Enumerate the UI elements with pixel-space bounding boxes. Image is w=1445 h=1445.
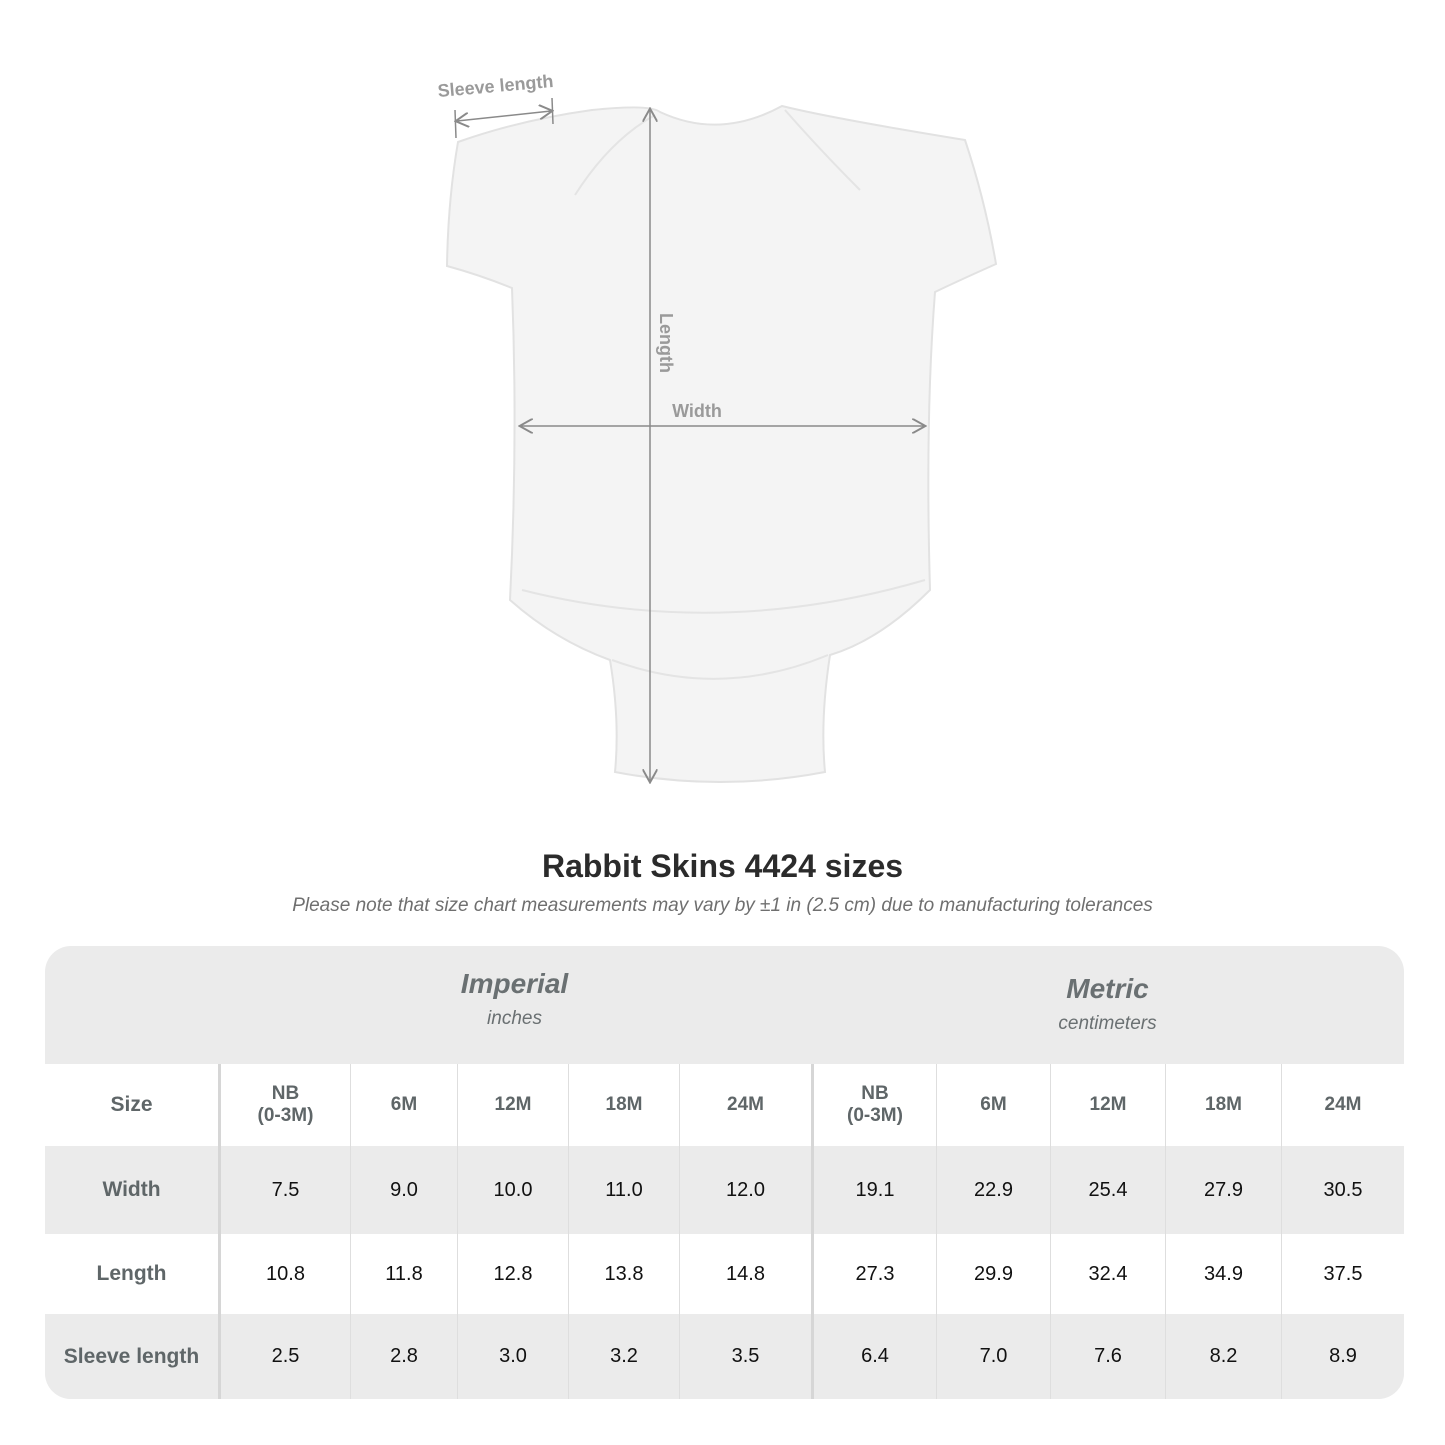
row-label: Size <box>110 1093 153 1116</box>
metric-value-cell: 22.9 <box>936 1146 1050 1234</box>
metric-title: Metric <box>1066 973 1149 1004</box>
size-table: Imperial inches Metric centimeters Size N… <box>45 946 1404 1399</box>
size-column-header: 6M <box>936 1064 1050 1146</box>
metric-value-cell: 27.3 <box>811 1234 936 1314</box>
metric-unit: centimeters <box>1058 1013 1157 1034</box>
metric-value-cell: 34.9 <box>1165 1234 1281 1314</box>
imperial-value-cell: 12.8 <box>457 1234 568 1314</box>
size-column-header: 18M <box>568 1064 679 1146</box>
size-column-header: 18M <box>1165 1064 1281 1146</box>
metric-value-cell: 29.9 <box>936 1234 1050 1314</box>
size-column-header: NB (0-3M) <box>218 1064 350 1146</box>
table-row: Sleeve length 2.5 2.8 3.0 3.2 3.5 6.4 7.0 7.6 8.2… <box>45 1314 1404 1399</box>
metric-value-cell: 30.5 <box>1281 1146 1404 1234</box>
imperial-value-cell: 2.8 <box>350 1314 457 1399</box>
tolerance-note: Please note that size chart measurements… <box>292 895 1153 916</box>
imperial-value-cell: 2.5 <box>218 1314 350 1399</box>
imperial-value-cell: 11.0 <box>568 1146 679 1234</box>
width-label: Width <box>672 401 722 421</box>
metric-value-cell: 7.0 <box>936 1314 1050 1399</box>
imperial-value-cell: 3.0 <box>457 1314 568 1399</box>
size-column-header: 24M <box>679 1064 811 1146</box>
metric-value-cell: 8.2 <box>1165 1314 1281 1399</box>
metric-value-cell: 19.1 <box>811 1146 936 1234</box>
imperial-value-cell: 11.8 <box>350 1234 457 1314</box>
row-label: Width <box>102 1178 161 1201</box>
imperial-value-cell: 12.0 <box>679 1146 811 1234</box>
imperial-value-cell: 10.0 <box>457 1146 568 1234</box>
imperial-title: Imperial <box>460 968 569 999</box>
page-title: Rabbit Skins 4424 sizes <box>541 848 904 884</box>
sleeve-dimension-arrow <box>457 111 551 121</box>
length-label: Length <box>656 313 676 373</box>
imperial-unit: inches <box>487 1008 542 1029</box>
imperial-value-cell: 14.8 <box>679 1234 811 1314</box>
imperial-value-cell: 10.8 <box>218 1234 350 1314</box>
metric-value-cell: 27.9 <box>1165 1146 1281 1234</box>
metric-value-cell: 6.4 <box>811 1314 936 1399</box>
size-column-header: NB (0-3M) <box>811 1064 936 1146</box>
size-column-header: 6M <box>350 1064 457 1146</box>
table-row: Length 10.8 11.8 12.8 13.8 14.8 27.3 29.9 32.4 34… <box>45 1234 1404 1314</box>
onesie-diagram: Sleeve length Length Width <box>437 71 998 820</box>
imperial-value-cell: 13.8 <box>568 1234 679 1314</box>
table-row: Width 7.5 9.0 10.0 11.0 12.0 19.1 22.9 25.4 27.9 3… <box>45 1146 1404 1234</box>
size-column-header: 12M <box>1050 1064 1165 1146</box>
metric-value-cell: 25.4 <box>1050 1146 1165 1234</box>
imperial-value-cell: 7.5 <box>218 1146 350 1234</box>
row-label: Length <box>96 1262 167 1285</box>
imperial-value-cell: 3.2 <box>568 1314 679 1399</box>
sleeve-length-label: Sleeve length <box>437 71 554 101</box>
metric-value-cell: 37.5 <box>1281 1234 1404 1314</box>
metric-value-cell: 32.4 <box>1050 1234 1165 1314</box>
size-header-row: Size NB (0-3M) 6M 12M 18M 24M NB (0-3M) 6M 12M 18… <box>45 1064 1404 1146</box>
size-column-header: 24M <box>1281 1064 1404 1146</box>
size-column-header: 12M <box>457 1064 568 1146</box>
metric-value-cell: 7.6 <box>1050 1314 1165 1399</box>
metric-header: Metric centimeters <box>811 946 1404 1064</box>
imperial-value-cell: 3.5 <box>679 1314 811 1399</box>
imperial-header: Imperial inches <box>218 946 811 1064</box>
row-label: Sleeve length <box>63 1344 200 1368</box>
onesie-shape <box>445 104 998 783</box>
imperial-value-cell: 9.0 <box>350 1146 457 1234</box>
metric-value-cell: 8.9 <box>1281 1314 1404 1399</box>
